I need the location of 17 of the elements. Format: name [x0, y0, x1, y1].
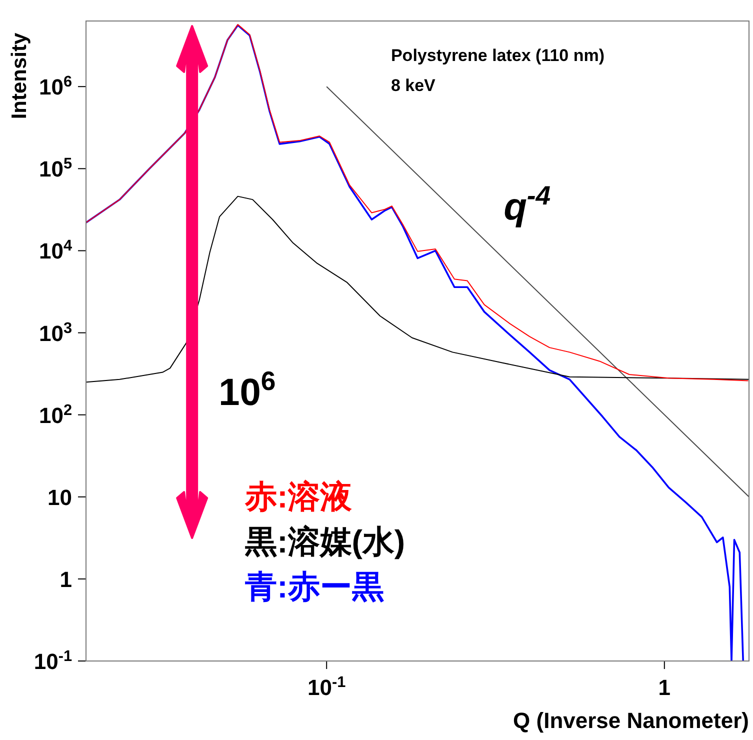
y-tick-label: 10$^{2}$: [38, 401, 72, 428]
annotation: q$^{-4}$: [504, 180, 551, 228]
annotation: 10$^{6}$: [218, 366, 276, 414]
text: 8 keV: [390, 76, 436, 95]
y-axis-title: Intensity: [8, 32, 31, 120]
y-tick-label: 10$^{3}$: [38, 319, 72, 346]
text: 黒:溶媒(水): [244, 523, 406, 560]
y-tick-label: 10: [48, 484, 72, 510]
text: Polystyrene latex (110 nm): [390, 46, 605, 65]
text: 青:赤ー黒: [244, 568, 384, 604]
y-tick-label: 10$^{-1}$: [34, 648, 72, 674]
text: 赤:溶液: [244, 478, 352, 514]
y-tick-label: 1: [60, 566, 72, 592]
y-tick-label: 10$^{5}$: [38, 155, 72, 182]
x-axis-title: Q (Inverse Nanometer): [513, 708, 749, 733]
y-tick-label: 10$^{6}$: [38, 73, 72, 100]
y-tick-label: 10$^{4}$: [38, 237, 72, 264]
